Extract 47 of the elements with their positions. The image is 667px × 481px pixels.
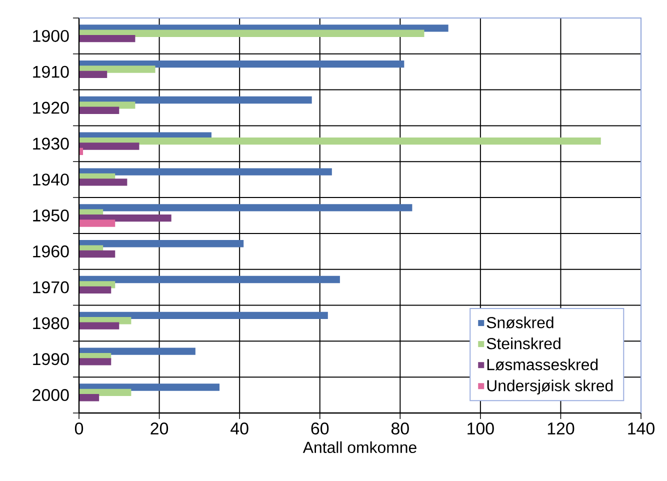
y-tick-label: 1980: [33, 317, 69, 330]
x-tick-label: 40: [230, 422, 248, 435]
bar: [79, 168, 332, 176]
x-tick-label: 100: [468, 422, 494, 435]
bar: [79, 34, 136, 42]
bar: [79, 312, 328, 320]
y-tick-label: 1940: [33, 174, 69, 186]
y-tick-label: 2000: [32, 389, 69, 402]
x-tick-label: 120: [548, 422, 574, 435]
bar: [79, 96, 312, 104]
legend-label: Steinskred: [486, 338, 560, 350]
bar: [79, 240, 244, 248]
legend-label: Løsmasseskred: [487, 358, 598, 370]
y-tick-label: 1970: [33, 281, 69, 294]
bar: [79, 137, 601, 145]
y-tick-label: 1900: [33, 30, 69, 42]
bar: [79, 30, 424, 37]
bar: [79, 348, 196, 355]
bar: [79, 142, 140, 150]
x-tick-label: 20: [150, 422, 168, 435]
bar: [79, 394, 100, 402]
bar: [79, 220, 116, 227]
y-tick-label: 1920: [33, 102, 69, 114]
bar: [79, 60, 404, 68]
bar: [79, 276, 340, 284]
x-tick-label: 60: [311, 422, 329, 435]
y-tick-label: 1960: [33, 245, 69, 258]
y-tick-label: 1950: [33, 209, 69, 222]
bar: [79, 250, 116, 258]
y-tick-label: 1910: [33, 66, 69, 78]
bar: [79, 286, 112, 294]
y-tick-label: 1990: [33, 353, 69, 366]
bar: [79, 384, 220, 391]
bar: [79, 66, 156, 73]
x-tick-label: 80: [391, 422, 409, 435]
bar: [79, 358, 112, 366]
legend-label: Undersjøisk skred: [487, 380, 613, 394]
x-tick-label: 140: [628, 422, 654, 435]
x-tick-label: 0: [74, 422, 84, 435]
x-axis-title: Antall omkomne: [302, 441, 416, 454]
bar: [79, 178, 128, 186]
bar: [79, 204, 412, 212]
y-tick-label: 1930: [33, 138, 69, 150]
bar: [79, 322, 120, 330]
bar: [79, 70, 108, 78]
bar: [79, 106, 120, 114]
legend-label: Snøskred: [486, 316, 554, 328]
